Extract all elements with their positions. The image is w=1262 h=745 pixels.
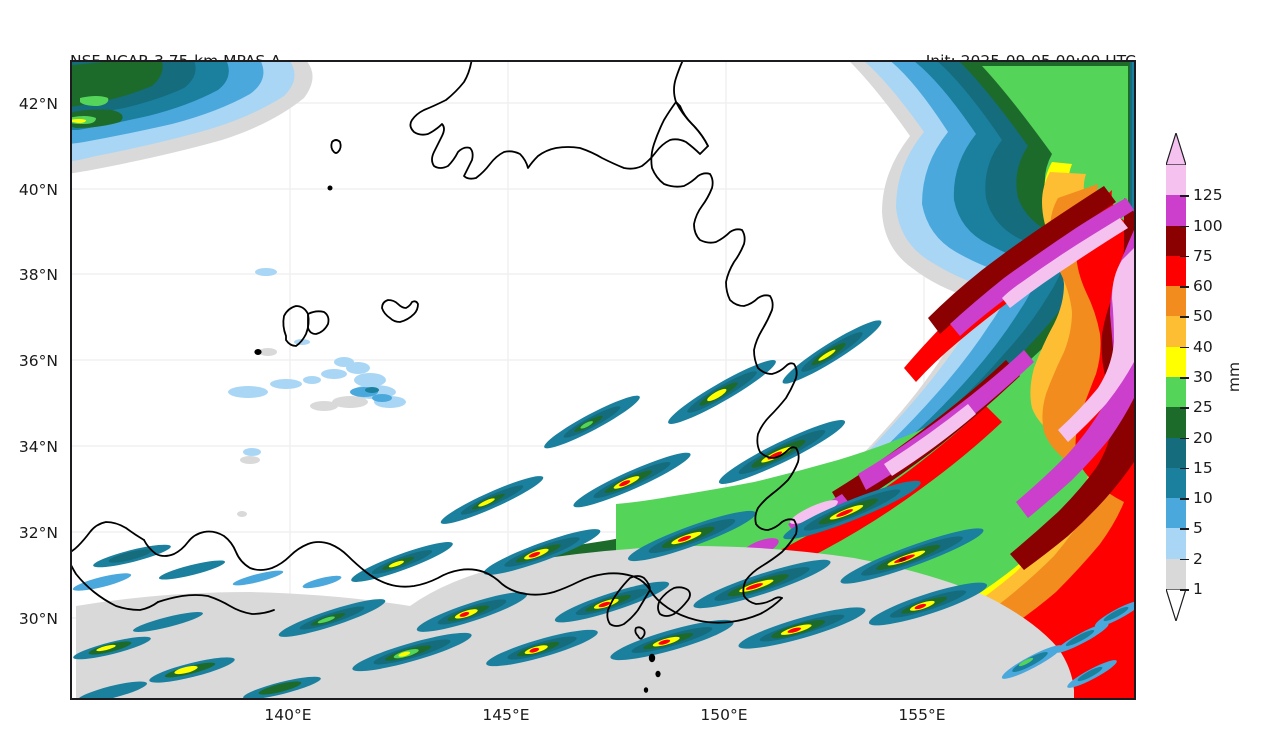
y-tick-label: 40°N: [18, 181, 58, 199]
colorbar-tick-label: 15: [1193, 458, 1213, 477]
colorbar-band: [1166, 225, 1186, 256]
map-canvas: [72, 62, 1134, 698]
colorbar-tick-label: 50: [1193, 307, 1213, 326]
y-axis: 42°N 40°N 38°N 36°N 34°N 32°N 30°N: [0, 0, 66, 745]
colorbar-tick-label: 30: [1193, 368, 1213, 386]
colorbar-max-extend-arrow: [1166, 133, 1186, 165]
y-tick-label: 30°N: [18, 610, 58, 628]
streak-row-4: [440, 420, 846, 524]
colorbar-band: [1166, 467, 1186, 499]
colorbar-tick-label: 60: [1193, 277, 1213, 296]
colorbar-band: [1166, 346, 1186, 377]
colorbar-band: [1166, 255, 1186, 287]
x-tick-label: 145°E: [482, 706, 530, 724]
streak-row-1: [352, 582, 988, 672]
coastline-overlay: [72, 62, 800, 693]
y-tick-label: 32°N: [18, 524, 58, 542]
y-tick-label: 38°N: [18, 266, 58, 284]
colorbar-band: [1166, 316, 1186, 347]
colorbar-tick-label: 40: [1193, 337, 1213, 356]
colorbar-tick-label: 75: [1193, 246, 1213, 265]
sw-sparse-cells: [72, 544, 342, 698]
colorbar-tick-label: 1: [1193, 580, 1203, 598]
colorbar-band: [1166, 498, 1186, 529]
colorbar-band: [1166, 528, 1186, 559]
colorbar-bands: [1166, 165, 1186, 589]
honshu-light-precip: [228, 268, 406, 517]
colorbar-tick-label: 10: [1193, 489, 1213, 508]
colorbar-tick-label: 125: [1193, 186, 1223, 205]
colorbar-band: [1166, 165, 1186, 196]
colorbar[interactable]: 1 2 5 10 15 20 25 30 40 50 60 75 100 125…: [1160, 125, 1262, 645]
x-tick-label: 155°E: [898, 706, 946, 724]
precipitation-map[interactable]: [70, 60, 1136, 700]
y-tick-label: 42°N: [18, 95, 58, 113]
precipitation-contours: [72, 62, 1134, 698]
colorbar-band: [1166, 286, 1186, 317]
y-tick-label: 36°N: [18, 352, 58, 370]
y-tick-label: 34°N: [18, 438, 58, 456]
colorbar-band: [1166, 407, 1186, 438]
colorbar-band: [1166, 377, 1186, 408]
colorbar-tick-label: 100: [1193, 216, 1223, 235]
nw-precip-cluster: [72, 62, 313, 174]
colorbar-tick-label: 2: [1193, 549, 1203, 568]
se-trailing-cells: [1001, 601, 1134, 688]
x-tick-label: 140°E: [264, 706, 312, 724]
colorbar-tick-label: 5: [1193, 519, 1203, 538]
colorbar-band: [1166, 195, 1186, 226]
colorbar-tick-label: 25: [1193, 398, 1213, 417]
colorbar-band: [1166, 437, 1186, 468]
streak-row-5: [544, 320, 882, 449]
colorbar-unit-label: mm: [1225, 361, 1243, 393]
colorbar-band: [1166, 558, 1186, 589]
x-tick-label: 150°E: [700, 706, 748, 724]
colorbar-min-extend-arrow: [1166, 589, 1186, 621]
banded-convection-field: [72, 320, 1134, 698]
colorbar-tick-label: 20: [1193, 428, 1213, 447]
streak-row-3: [351, 480, 921, 582]
